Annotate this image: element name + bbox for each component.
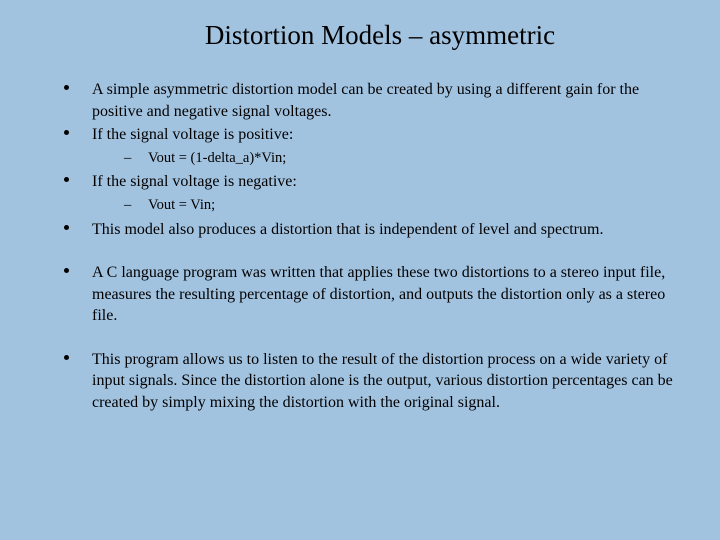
- bullet-4: This model also produces a distortion th…: [64, 219, 680, 241]
- bullet-list: A simple asymmetric distortion model can…: [40, 79, 680, 414]
- sub-bullet-3-1: – Vout = Vin;: [92, 196, 680, 216]
- sub-list-3: – Vout = Vin;: [92, 196, 680, 216]
- bullet-5-text: A C language program was written that ap…: [92, 264, 665, 324]
- bullet-2-text: If the signal voltage is positive:: [92, 126, 293, 143]
- bullet-6-text: This program allows us to listen to the …: [92, 351, 673, 411]
- bullet-dot-icon: [64, 130, 69, 135]
- bullet-dot-icon: [64, 355, 69, 360]
- bullet-6: This program allows us to listen to the …: [64, 349, 680, 414]
- bullet-1: A simple asymmetric distortion model can…: [64, 79, 680, 122]
- sub-bullet-3-1-text: Vout = Vin;: [148, 197, 215, 213]
- bullet-4-text: This model also produces a distortion th…: [92, 221, 603, 238]
- bullet-3-text: If the signal voltage is negative:: [92, 173, 297, 190]
- bullet-1-text: A simple asymmetric distortion model can…: [92, 81, 639, 120]
- bullet-2: If the signal voltage is positive: – Vou…: [64, 124, 680, 168]
- bullet-dot-icon: [64, 225, 69, 230]
- dash-icon: –: [124, 196, 131, 216]
- slide-title: Distortion Models – asymmetric: [40, 20, 680, 51]
- sub-bullet-2-1: – Vout = (1-delta_a)*Vin;: [92, 149, 680, 169]
- bullet-5: A C language program was written that ap…: [64, 262, 680, 327]
- bullet-dot-icon: [64, 268, 69, 273]
- bullet-3: If the signal voltage is negative: – Vou…: [64, 171, 680, 215]
- sub-list-2: – Vout = (1-delta_a)*Vin;: [92, 149, 680, 169]
- bullet-dot-icon: [64, 85, 69, 90]
- sub-bullet-2-1-text: Vout = (1-delta_a)*Vin;: [148, 150, 286, 166]
- dash-icon: –: [124, 149, 131, 169]
- bullet-dot-icon: [64, 177, 69, 182]
